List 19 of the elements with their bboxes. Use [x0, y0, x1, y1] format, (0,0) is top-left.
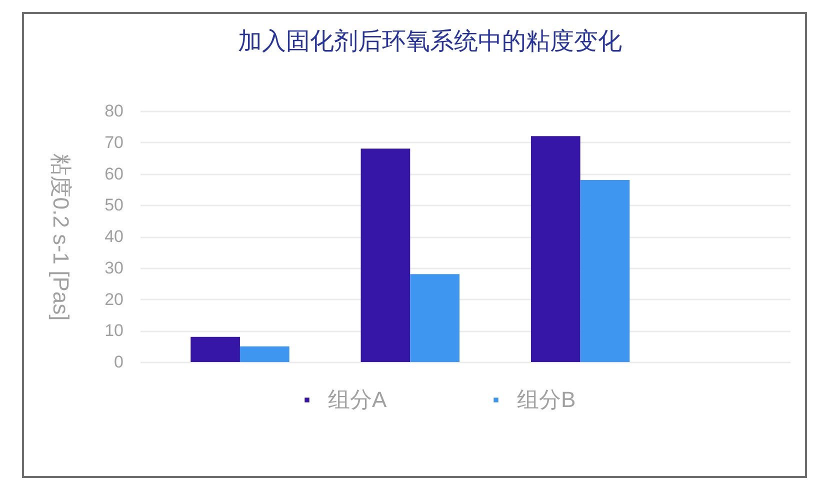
y-tick-label: 40	[104, 227, 124, 246]
bar	[360, 148, 410, 362]
y-tick-label: 20	[104, 290, 124, 309]
bar	[240, 346, 290, 362]
legend-label: 组分B	[517, 387, 576, 412]
y-tick-label: 60	[104, 164, 124, 184]
legend-label: 组分A	[328, 387, 387, 412]
y-axis-title: 粘度0.2 s-1 [Pas]	[48, 153, 74, 321]
y-tick-label: 30	[104, 258, 124, 278]
y-tick-label: 80	[104, 102, 124, 120]
y-tick-label: 0	[114, 352, 124, 372]
bar	[190, 336, 240, 362]
y-tick-label: 50	[104, 196, 124, 215]
bar	[530, 136, 580, 362]
bar	[580, 180, 630, 362]
y-tick-label: 10	[104, 321, 124, 340]
chart-title: 加入固化剂后环氧系统中的粘度变化	[238, 28, 622, 55]
bar	[410, 274, 460, 362]
y-tick-label: 70	[104, 132, 124, 152]
